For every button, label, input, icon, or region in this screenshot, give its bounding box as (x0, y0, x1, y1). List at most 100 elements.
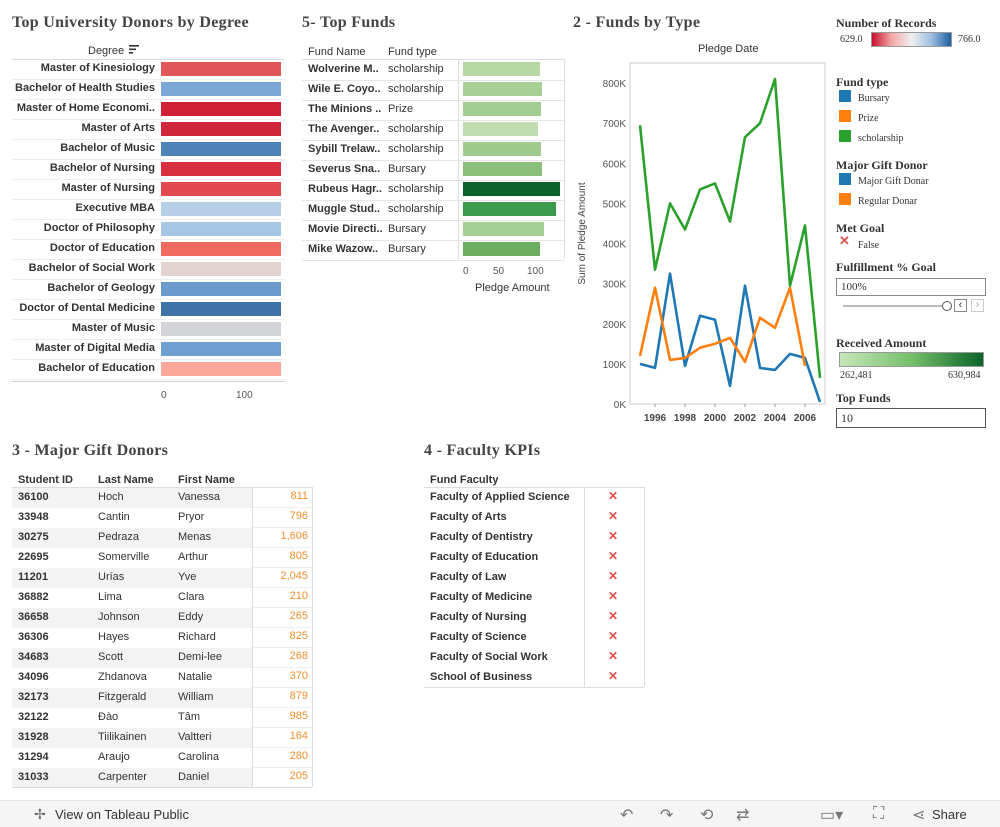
degree-bar[interactable] (161, 262, 282, 276)
device-layout-icon[interactable]: ▭▾ (820, 807, 844, 824)
fund-name-cell[interactable]: The Minions .. (308, 103, 382, 115)
revert-icon[interactable]: ⟲ (700, 807, 714, 824)
fund-name-cell[interactable]: Wile E. Coyo.. (308, 83, 381, 95)
kpi-false-mark-icon[interactable]: ✕ (608, 649, 619, 663)
degree-row-label[interactable]: Master of Home Economi.. (16, 102, 155, 114)
fund-name-cell[interactable]: The Avenger.. (308, 123, 380, 135)
fund-bar[interactable] (463, 222, 544, 236)
redo-icon[interactable]: ↷ (660, 807, 674, 824)
kpi-false-mark-icon[interactable]: ✕ (608, 569, 619, 583)
fund-name-cell[interactable]: Muggle Stud.. (308, 203, 381, 215)
faculty-name-cell[interactable]: Faculty of Nursing (430, 611, 527, 623)
fund-bar[interactable] (463, 102, 541, 116)
major-gift-swatch[interactable] (839, 193, 851, 205)
fund-bar[interactable] (463, 162, 543, 176)
faculty-name-cell[interactable]: Faculty of Science (430, 631, 527, 643)
fund-type-legend-label[interactable]: Prize (858, 113, 879, 124)
degree-row-label[interactable]: Master of Digital Media (35, 342, 155, 354)
last-name-header[interactable]: Last Name (98, 474, 154, 486)
faculty-name-cell[interactable]: Faculty of Education (430, 551, 539, 563)
faculty-name-cell[interactable]: Faculty of Medicine (430, 591, 533, 603)
degree-bar[interactable] (161, 82, 282, 96)
fund-type-header[interactable]: Fund type (388, 46, 437, 58)
tableau-logo-icon[interactable]: ✢ (34, 806, 46, 822)
degree-row-label[interactable]: Bachelor of Music (60, 142, 155, 154)
degree-row-label[interactable]: Master of Nursing (61, 182, 155, 194)
kpi-false-mark-icon[interactable]: ✕ (608, 609, 619, 623)
degree-bar[interactable] (161, 302, 282, 316)
degree-row-label[interactable]: Bachelor of Education (38, 362, 155, 374)
false-mark-icon[interactable]: ✕ (839, 233, 850, 248)
student-id-cell[interactable]: 33948 (18, 511, 49, 523)
degree-bar[interactable] (161, 142, 282, 156)
degree-bar[interactable] (161, 322, 282, 336)
degree-row-label[interactable]: Bachelor of Geology (47, 282, 155, 294)
refresh-icon[interactable]: ⇄ (736, 807, 750, 824)
sort-icon[interactable] (129, 45, 140, 57)
fund-name-cell[interactable]: Sybill Trelaw.. (308, 143, 381, 155)
fund-type-legend-label[interactable]: Bursary (858, 93, 890, 104)
major-gift-swatch[interactable] (839, 173, 851, 185)
degree-bar[interactable] (161, 122, 282, 136)
kpi-false-mark-icon[interactable]: ✕ (608, 549, 619, 563)
faculty-name-cell[interactable]: School of Business (430, 671, 533, 683)
degree-row-label[interactable]: Doctor of Philosophy (43, 222, 155, 234)
view-on-tableau-link[interactable]: View on Tableau Public (55, 807, 189, 822)
series-line-bursary[interactable] (639, 272, 822, 403)
degree-row-label[interactable]: Bachelor of Social Work (28, 262, 155, 274)
student-id-cell[interactable]: 32122 (18, 711, 49, 723)
degree-row-label[interactable]: Master of Kinesiology (40, 62, 155, 74)
fund-bar[interactable] (463, 242, 541, 256)
fulfillment-slider-handle[interactable] (942, 301, 952, 311)
degree-bar[interactable] (161, 362, 282, 376)
student-id-cell[interactable]: 31294 (18, 751, 49, 763)
fund-type-swatch[interactable] (839, 110, 851, 122)
degree-row-label[interactable]: Doctor of Dental Medicine (19, 302, 155, 314)
fund-name-cell[interactable]: Movie Directi.. (308, 223, 383, 235)
student-id-cell[interactable]: 31033 (18, 771, 49, 783)
degree-bar[interactable] (161, 182, 282, 196)
degree-bar[interactable] (161, 282, 282, 296)
fund-bar[interactable] (463, 202, 557, 216)
series-line-scholarship[interactable] (638, 77, 822, 379)
share-icon[interactable]: ⋖ (912, 807, 926, 824)
degree-bar[interactable] (161, 202, 282, 216)
degree-bar[interactable] (161, 242, 282, 256)
degree-bar[interactable] (161, 62, 282, 76)
fund-type-swatch[interactable] (839, 90, 851, 102)
student-id-cell[interactable]: 34096 (18, 671, 49, 683)
met-goal-false-label[interactable]: False (858, 240, 880, 251)
student-id-cell[interactable]: 32173 (18, 691, 49, 703)
student-id-cell[interactable]: 11201 (18, 571, 48, 583)
kpi-false-mark-icon[interactable]: ✕ (608, 629, 619, 643)
faculty-name-cell[interactable]: Faculty of Dentistry (430, 531, 533, 543)
share-button[interactable]: Share (932, 807, 967, 822)
funds-by-type-line-chart[interactable]: 0K 100K 200K 300K 400K 500K 600K 700K 800K 1996 19… (575, 58, 830, 433)
fulfillment-slider-track[interactable] (843, 305, 946, 307)
fund-name-cell[interactable]: Rubeus Hagr.. (308, 183, 382, 195)
faculty-name-cell[interactable]: Faculty of Applied Science (430, 491, 570, 503)
major-gift-legend-label[interactable]: Major Gift Donar (858, 176, 929, 187)
student-id-cell[interactable]: 36100 (18, 491, 49, 503)
degree-bar[interactable] (161, 102, 282, 116)
fund-name-cell[interactable]: Wolverine M.. (308, 63, 379, 75)
student-id-cell[interactable]: 31928 (18, 731, 49, 743)
fund-bar[interactable] (463, 142, 541, 156)
student-id-cell[interactable]: 30275 (18, 531, 49, 543)
first-name-header[interactable]: First Name (178, 474, 235, 486)
fund-bar[interactable] (463, 82, 543, 96)
fund-bar[interactable] (463, 62, 541, 76)
top-funds-input[interactable]: 10 (836, 408, 986, 428)
student-id-cell[interactable]: 34683 (18, 651, 49, 663)
student-id-cell[interactable]: 36306 (18, 631, 49, 643)
fulfillment-input[interactable]: 100% (836, 278, 986, 296)
degree-bar[interactable] (161, 342, 282, 356)
degree-row-label[interactable]: Doctor of Education (49, 242, 155, 254)
faculty-name-cell[interactable]: Faculty of Social Work (430, 651, 548, 663)
fund-name-header[interactable]: Fund Name (308, 46, 366, 58)
series-line-prize[interactable] (638, 286, 807, 367)
kpi-false-mark-icon[interactable]: ✕ (608, 509, 619, 523)
student-id-cell[interactable]: 22695 (18, 551, 49, 563)
fund-bar[interactable] (463, 122, 538, 136)
fund-name-cell[interactable]: Severus Sna.. (308, 163, 381, 175)
